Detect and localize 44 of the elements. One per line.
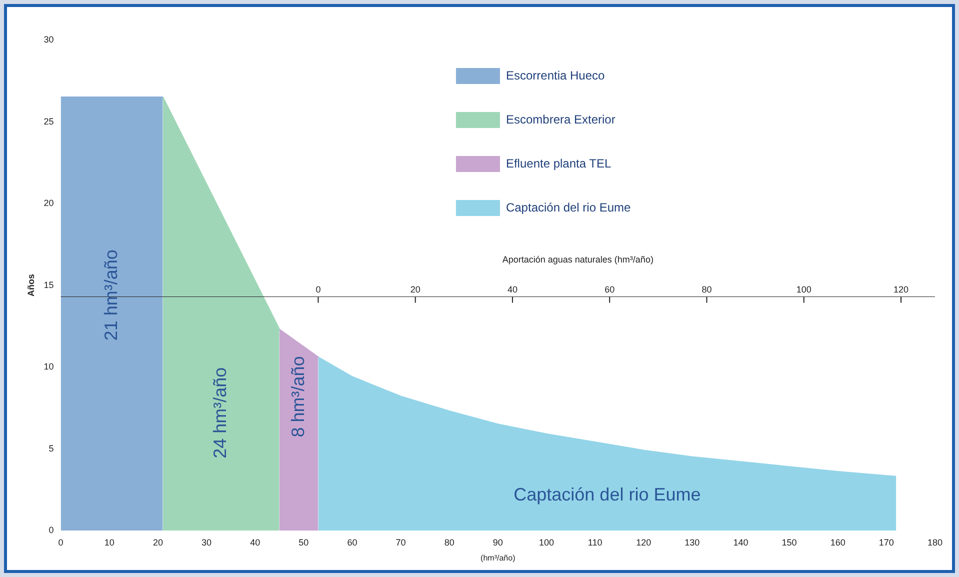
y-tick-label: 25 [44,116,54,126]
legend-label: Escorrentia Hueco [506,68,606,82]
x-tick-label: 90 [492,537,503,548]
y-axis-title: Años [26,274,36,297]
x-tick-label: 180 [927,537,943,548]
x2-tick-label: 100 [796,284,812,295]
x-tick-label: 100 [538,537,554,548]
x-tick-label: 80 [444,537,454,548]
x-tick-label: 20 [152,537,163,548]
x-tick-label: 70 [396,537,406,548]
legend-label: Escombrera Exterior [506,112,616,126]
x-tick-label: 120 [636,537,652,548]
x-tick-label: 140 [733,537,748,548]
x-tick-label: 30 [202,537,212,548]
y-tick-label: 20 [44,198,54,208]
x2-tick-label: 120 [893,284,909,295]
annotation: 8 hm³/año [288,356,308,438]
legend-label: Efluente planta TEL [506,156,612,170]
legend-label: Captación del rio Eume [506,200,632,214]
y-tick-label: 10 [44,362,54,372]
x2-tick-label: 40 [507,284,518,295]
x2-axis-title: Aportación aguas naturales (hm³/año) [502,254,654,265]
x-tick-label: 40 [250,537,260,548]
x-tick-label: 10 [104,537,114,548]
x-axis-title: (hm³/año) [480,553,516,562]
y-tick-label: 0 [48,525,54,536]
x2-tick-label: 20 [410,284,420,295]
x-tick-label: 50 [298,537,309,548]
annotation: 21 hm³/año [100,250,121,341]
x-tick-label: 0 [58,537,64,548]
x-tick-label: 160 [830,537,846,548]
x2-tick-label: 60 [604,284,615,295]
x-tick-label: 130 [684,537,700,548]
annotation: Captación del rio Eume [514,484,701,505]
annotation: 24 hm³/año [210,367,230,458]
x-tick-label: 60 [347,537,358,548]
x-tick-label: 150 [782,537,797,548]
x-tick-label: 110 [588,537,602,548]
y-tick-label: 5 [48,443,54,454]
y-tick-label: 30 [44,34,54,44]
x2-tick-label: 0 [316,284,321,295]
x-tick-label: 170 [878,537,894,548]
x2-tick-label: 80 [702,284,712,295]
y-tick-label: 15 [44,280,54,290]
